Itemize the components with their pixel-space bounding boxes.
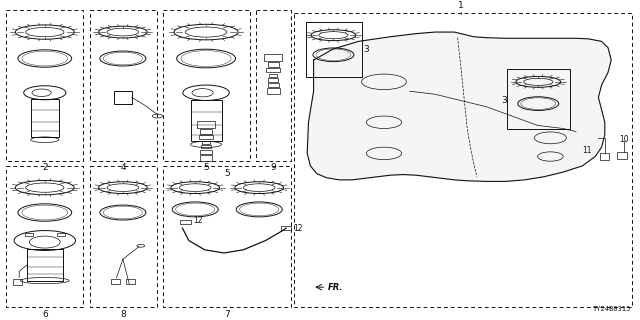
Text: TY24B0315: TY24B0315: [593, 306, 631, 312]
Text: FR.: FR.: [328, 283, 344, 292]
Bar: [197, 121, 215, 128]
Bar: [90, 166, 157, 308]
Bar: [191, 100, 221, 141]
Bar: [256, 10, 291, 161]
Bar: [199, 135, 213, 139]
Text: 1: 1: [458, 1, 463, 10]
Bar: [507, 69, 570, 129]
Polygon shape: [307, 32, 611, 181]
Bar: [294, 13, 632, 308]
Bar: [200, 155, 212, 161]
Bar: [180, 220, 191, 224]
Bar: [201, 145, 211, 148]
Bar: [266, 68, 280, 72]
Text: 5: 5: [225, 169, 230, 178]
Bar: [111, 279, 120, 284]
Bar: [267, 88, 280, 94]
Bar: [268, 83, 279, 87]
Bar: [268, 78, 278, 82]
Bar: [114, 91, 132, 104]
Bar: [163, 166, 291, 308]
Text: 5: 5: [204, 164, 209, 172]
Text: 4: 4: [120, 164, 125, 172]
Text: 2: 2: [42, 164, 47, 172]
Text: 3: 3: [363, 45, 369, 54]
Bar: [202, 141, 210, 144]
Bar: [264, 54, 282, 61]
Bar: [126, 279, 135, 284]
Bar: [27, 250, 63, 281]
Text: 7: 7: [225, 310, 230, 319]
Text: 12: 12: [193, 216, 203, 225]
Text: 8: 8: [120, 310, 125, 319]
Bar: [25, 233, 33, 236]
Bar: [306, 22, 362, 77]
Text: 10: 10: [619, 135, 628, 144]
Bar: [13, 279, 22, 284]
Text: 9: 9: [271, 164, 276, 172]
Text: 6: 6: [42, 310, 47, 319]
Bar: [200, 150, 212, 154]
Bar: [163, 10, 250, 161]
Bar: [268, 62, 279, 67]
Bar: [600, 153, 609, 160]
Bar: [90, 10, 157, 161]
Bar: [57, 233, 65, 236]
Bar: [6, 10, 83, 161]
Bar: [6, 166, 83, 308]
Bar: [617, 152, 627, 159]
Bar: [281, 226, 291, 230]
Text: 3: 3: [502, 96, 508, 105]
Bar: [269, 74, 277, 77]
Bar: [200, 129, 212, 134]
Text: 11: 11: [582, 146, 592, 155]
Bar: [31, 99, 59, 137]
Text: 12: 12: [293, 224, 303, 233]
